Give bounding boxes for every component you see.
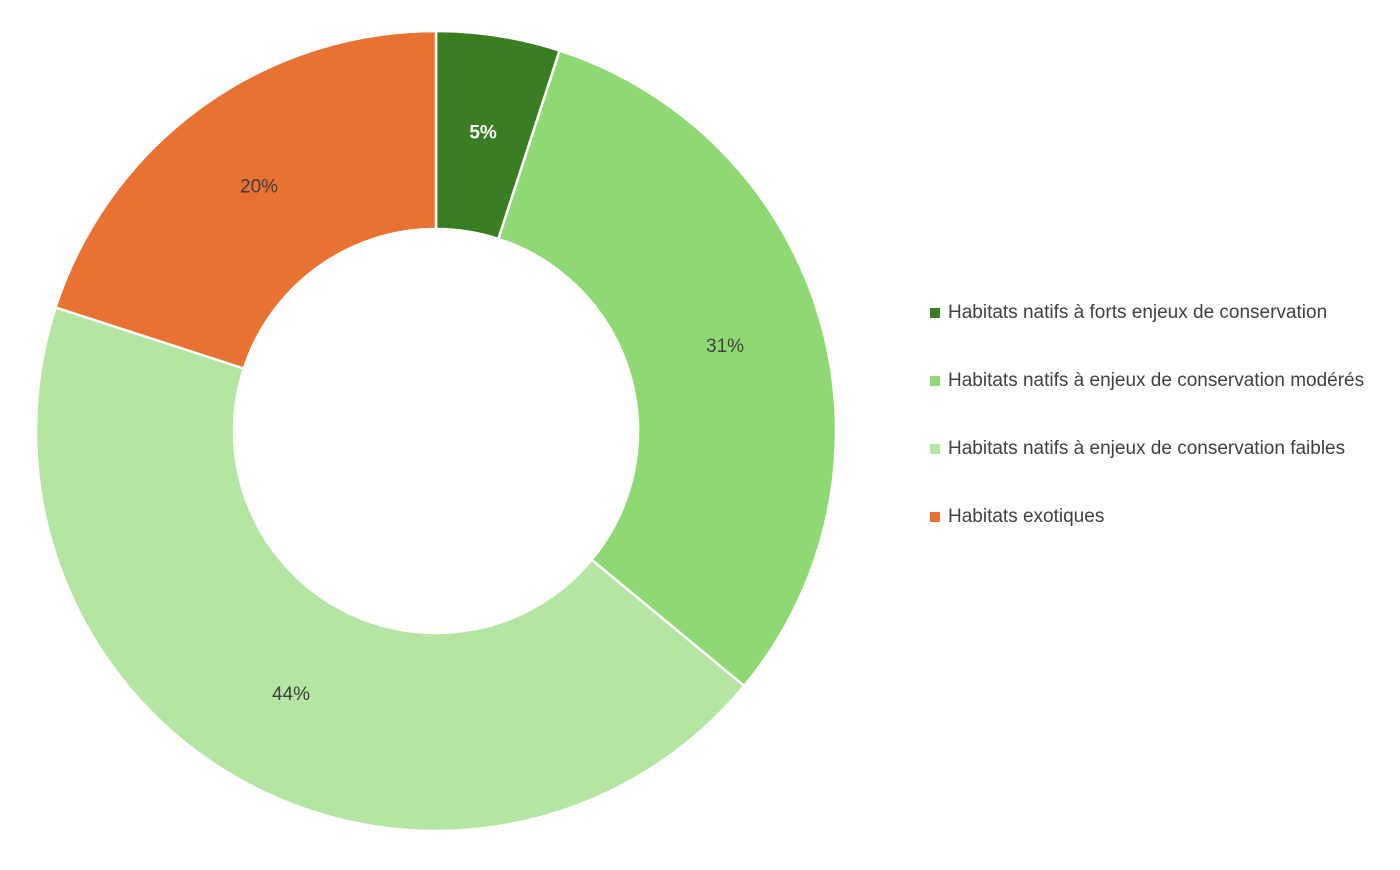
data-label: 31% — [706, 336, 744, 357]
donut-slice — [34, 305, 746, 833]
legend-item: Habitats natifs à enjeux de conservation… — [930, 367, 1380, 395]
data-label: 5% — [469, 123, 497, 144]
legend-item: Habitats exotiques — [930, 503, 1380, 531]
legend-label: Habitats natifs à forts enjeux de conser… — [948, 302, 1328, 323]
data-label: 44% — [272, 684, 310, 705]
legend-item: Habitats natifs à enjeux de conservation… — [930, 435, 1380, 463]
donut-slice — [54, 29, 438, 371]
legend-label: Habitats exotiques — [948, 506, 1105, 527]
legend-swatch — [930, 308, 940, 318]
legend-label: Habitats natifs à enjeux de conservation… — [948, 438, 1346, 459]
legend-label: Habitats natifs à enjeux de conservation… — [948, 370, 1365, 391]
legend-swatch — [930, 376, 940, 386]
legend-swatch — [930, 444, 940, 454]
legend-swatch — [930, 512, 940, 522]
legend-item: Habitats natifs à forts enjeux de conser… — [930, 299, 1380, 327]
donut-slice — [496, 49, 838, 688]
data-label: 20% — [240, 177, 278, 198]
